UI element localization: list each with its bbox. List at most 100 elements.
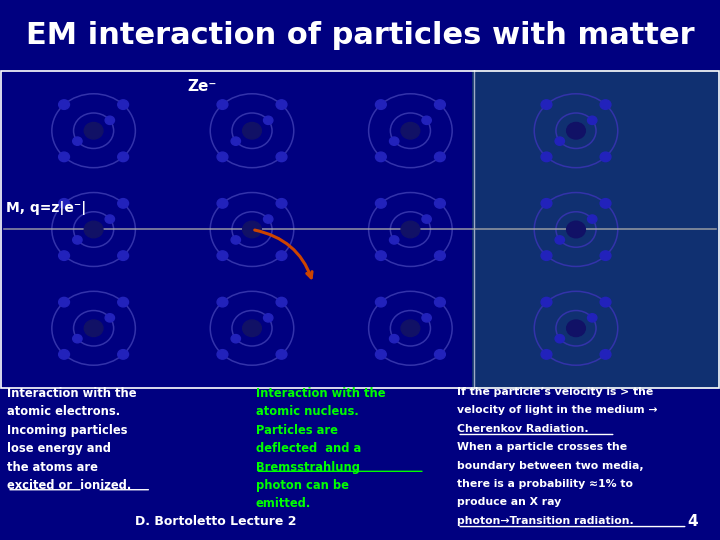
Circle shape [375,298,386,307]
Circle shape [422,314,431,322]
Text: Incoming particles: Incoming particles [7,424,127,437]
Circle shape [217,349,228,359]
Text: If the particle’s velocity is > the: If the particle’s velocity is > the [457,387,654,397]
Circle shape [243,320,261,336]
Circle shape [375,349,386,359]
Circle shape [541,100,552,110]
Text: atomic electrons.: atomic electrons. [7,406,120,419]
Circle shape [276,349,287,359]
Circle shape [231,137,240,145]
Text: Cherenkov Radiation.: Cherenkov Radiation. [457,424,589,434]
Circle shape [231,236,240,244]
Text: there is a probability ≈1% to: there is a probability ≈1% to [457,479,633,489]
Text: Bremsstrahlung: Bremsstrahlung [256,461,359,474]
Circle shape [118,152,129,161]
Circle shape [567,123,585,139]
Circle shape [58,298,69,307]
Circle shape [390,335,399,343]
Circle shape [58,100,69,110]
Circle shape [217,298,228,307]
Circle shape [375,251,386,260]
Text: the atoms are: the atoms are [7,461,98,474]
FancyBboxPatch shape [472,70,720,389]
Circle shape [567,221,585,238]
Circle shape [435,251,446,260]
Circle shape [58,152,69,161]
Text: atomic nucleus.: atomic nucleus. [256,406,359,419]
Circle shape [105,314,114,322]
Circle shape [231,335,240,343]
Circle shape [435,349,446,359]
Circle shape [600,251,611,260]
Circle shape [422,116,431,124]
Circle shape [276,199,287,208]
Circle shape [73,137,82,145]
Text: D. Bortoletto Lecture 2: D. Bortoletto Lecture 2 [135,515,297,528]
Circle shape [217,152,228,161]
Circle shape [588,215,597,223]
Circle shape [435,298,446,307]
Circle shape [600,100,611,110]
Circle shape [541,152,552,161]
Circle shape [600,349,611,359]
Circle shape [243,221,261,238]
Circle shape [541,298,552,307]
Circle shape [73,335,82,343]
Text: excited or  ionized.: excited or ionized. [7,479,132,492]
Circle shape [58,199,69,208]
Circle shape [276,251,287,260]
Text: boundary between two media,: boundary between two media, [457,461,644,471]
Circle shape [588,116,597,124]
Circle shape [435,100,446,110]
Circle shape [118,251,129,260]
Circle shape [105,116,114,124]
Circle shape [375,100,386,110]
Circle shape [541,199,552,208]
Text: Ze⁻: Ze⁻ [187,79,217,93]
Circle shape [84,123,103,139]
Circle shape [264,116,273,124]
Circle shape [243,123,261,139]
Circle shape [555,236,564,244]
Circle shape [58,349,69,359]
Text: M, q=z|e⁻|: M, q=z|e⁻| [6,201,86,215]
Circle shape [264,215,273,223]
Circle shape [401,123,420,139]
Circle shape [600,152,611,161]
Circle shape [276,298,287,307]
Circle shape [118,298,129,307]
Circle shape [73,236,82,244]
Circle shape [264,314,273,322]
Text: Particles are: Particles are [256,424,338,437]
Circle shape [600,298,611,307]
Text: 4: 4 [688,514,698,529]
Circle shape [401,221,420,238]
Circle shape [58,251,69,260]
Circle shape [600,199,611,208]
Text: lose energy and: lose energy and [7,442,111,455]
Circle shape [401,320,420,336]
Circle shape [217,100,228,110]
Circle shape [105,215,114,223]
Circle shape [118,100,129,110]
Circle shape [390,236,399,244]
Circle shape [217,251,228,260]
Text: When a particle crosses the: When a particle crosses the [457,442,627,452]
Text: EM interaction of particles with matter: EM interaction of particles with matter [26,21,694,50]
Text: velocity of light in the medium →: velocity of light in the medium → [457,406,657,415]
Circle shape [541,349,552,359]
Text: Interaction with the: Interaction with the [7,387,137,400]
Circle shape [84,320,103,336]
Circle shape [541,251,552,260]
Circle shape [555,137,564,145]
Circle shape [276,152,287,161]
Circle shape [435,199,446,208]
Text: Interaction with the: Interaction with the [256,387,385,400]
Circle shape [567,320,585,336]
Circle shape [435,152,446,161]
Circle shape [217,199,228,208]
Circle shape [588,314,597,322]
Circle shape [375,199,386,208]
Text: emitted.: emitted. [256,497,311,510]
Circle shape [118,199,129,208]
